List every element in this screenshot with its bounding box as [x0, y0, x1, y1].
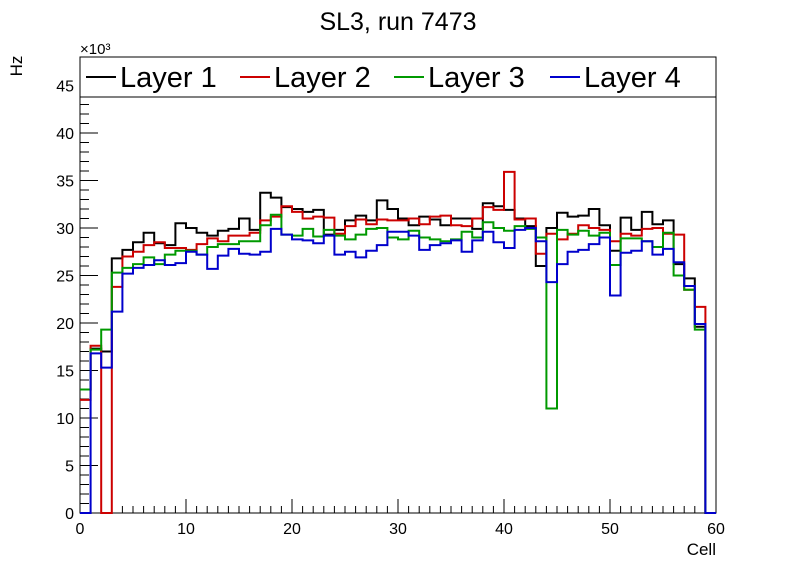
y-axis: 0 5 10 15 20 25 30 35 40 45	[56, 56, 98, 523]
x-axis-label: Cell	[687, 540, 716, 559]
x-tick-label: 30	[389, 521, 407, 538]
legend-label-layer-3: Layer 3	[428, 62, 525, 94]
x-tick-label: 60	[707, 521, 725, 538]
y-axis-exponent: ×10³	[80, 41, 110, 58]
x-tick-label: 10	[177, 521, 195, 538]
x-tick-label: 50	[601, 521, 619, 538]
y-tick-label: 40	[56, 126, 74, 143]
y-tick-label: 30	[56, 221, 74, 238]
legend: Layer 1 Layer 2 Layer 3 Layer 4	[79, 56, 717, 98]
chart-title: SL3, run 7473	[319, 8, 476, 36]
series-line-layer-4	[80, 227, 716, 514]
legend-label-layer-2: Layer 2	[274, 62, 371, 94]
y-tick-label: 20	[56, 316, 74, 333]
x-tick-label: 0	[76, 521, 85, 538]
series-lines	[80, 170, 716, 514]
y-tick-label: 10	[56, 411, 74, 428]
y-tick-label: 35	[56, 174, 74, 191]
y-axis-label: Hz	[7, 56, 26, 77]
y-tick-label: 45	[56, 79, 74, 96]
legend-label-layer-4: Layer 4	[584, 62, 681, 94]
y-tick-label: 15	[56, 364, 74, 381]
y-tick-label: 0	[65, 506, 74, 523]
y-tick-label: 25	[56, 269, 74, 286]
y-tick-label: 5	[65, 459, 74, 476]
x-axis: 0 10 20 30 40 50 60	[76, 499, 725, 538]
x-tick-label: 20	[283, 521, 301, 538]
x-tick-label: 40	[495, 521, 513, 538]
legend-label-layer-1: Layer 1	[120, 62, 217, 94]
